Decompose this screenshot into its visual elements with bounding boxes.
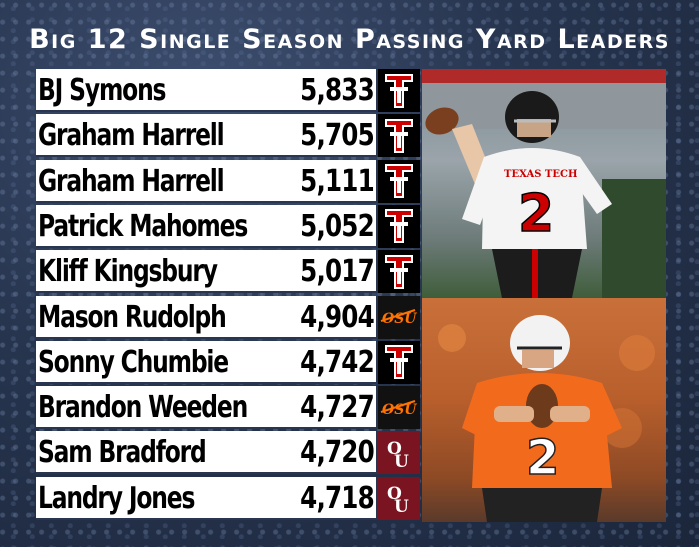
leader-row: Mason Rudolph 4,904 OSU <box>36 295 420 339</box>
leader-row: Landry Jones 4,718 O U <box>36 476 420 520</box>
svg-text:U: U <box>394 497 409 515</box>
leaders-table: BJ Symons 5,833 Graham Harrell 5,705 Graham … <box>36 69 420 522</box>
leader-row: Kliff Kingsbury 5,017 <box>36 250 420 294</box>
texas-tech-logo <box>376 159 420 203</box>
player-name: Sam Bradford <box>38 435 207 471</box>
leader-row: BJ Symons 5,833 <box>36 69 420 112</box>
texas-tech-logo <box>376 250 420 294</box>
player-name: Patrick Mahomes <box>38 208 248 244</box>
leader-row: Graham Harrell 5,705 <box>36 114 420 158</box>
oklahoma-state-logo: OSU <box>376 295 420 339</box>
passing-yards: 5,017 <box>300 254 375 290</box>
leader-row: Sonny Chumbie 4,742 <box>36 340 420 384</box>
player-name: BJ Symons <box>38 73 166 108</box>
player-name: Sonny Chumbie <box>38 344 229 380</box>
player-name: Graham Harrell <box>38 163 225 199</box>
svg-text:OSU: OSU <box>382 402 417 418</box>
passing-yards: 5,833 <box>300 73 375 108</box>
passing-yards: 4,904 <box>300 299 375 335</box>
texas-tech-quarterback-photo: TEXAS TECH 2 <box>422 69 666 298</box>
texas-tech-logo <box>376 204 420 248</box>
passing-yards: 5,705 <box>300 118 375 154</box>
passing-yards: 4,720 <box>300 435 375 471</box>
oklahoma-state-quarterback-photo: 2 <box>422 298 666 522</box>
jersey-number-bottom: 2 <box>526 430 559 486</box>
player-name: Graham Harrell <box>38 118 225 154</box>
player-name: Landry Jones <box>38 480 195 516</box>
oklahoma-state-logo: OSU <box>376 386 420 430</box>
passing-yards: 4,718 <box>300 480 375 516</box>
svg-text:O: O <box>387 439 402 459</box>
player-name: Kliff Kingsbury <box>38 254 218 290</box>
texas-tech-logo <box>376 340 420 384</box>
leader-row: Brandon Weeden 4,727 OSU <box>36 386 420 430</box>
player-name: Brandon Weeden <box>38 390 248 426</box>
svg-text:O: O <box>387 484 402 504</box>
leader-row: Sam Bradford 4,720 O U <box>36 431 420 475</box>
leader-row: Graham Harrell 5,111 <box>36 159 420 203</box>
graphic-title: Big 12 Single Season Passing Yard Leader… <box>29 24 670 55</box>
svg-text:U: U <box>394 452 409 470</box>
jersey-text: TEXAS TECH <box>504 169 577 180</box>
player-name: Mason Rudolph <box>38 299 227 335</box>
svg-text:OSU: OSU <box>382 311 417 327</box>
jersey-number-top: 2 <box>518 184 554 244</box>
passing-yards: 4,727 <box>300 390 375 426</box>
leader-row: Patrick Mahomes 5,052 <box>36 204 420 248</box>
texas-tech-logo <box>376 114 420 158</box>
passing-yards: 4,742 <box>300 344 375 380</box>
passing-yards: 5,052 <box>300 208 375 244</box>
passing-yards: 5,111 <box>300 163 375 199</box>
texas-tech-logo <box>376 69 420 112</box>
